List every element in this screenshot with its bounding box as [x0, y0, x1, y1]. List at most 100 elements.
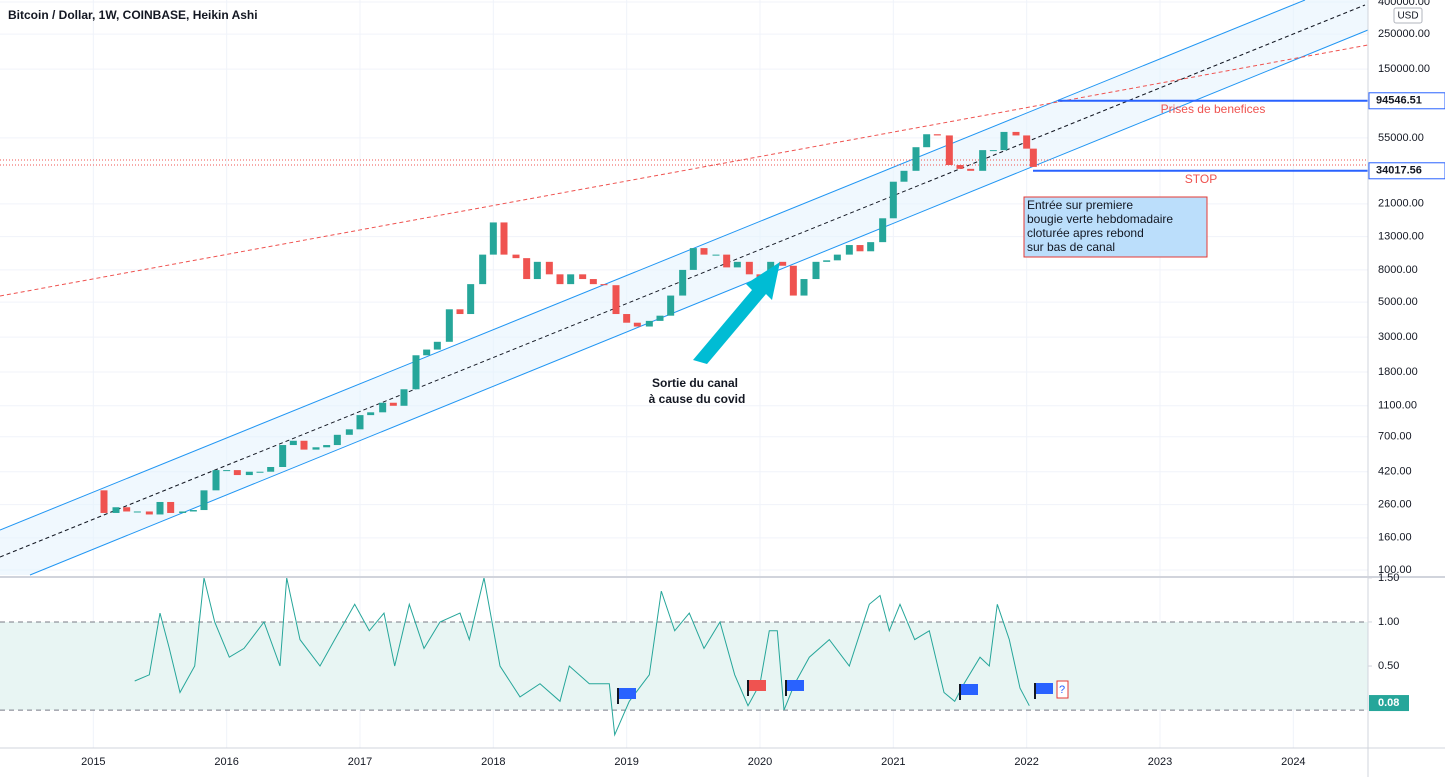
- candle: [700, 248, 708, 255]
- chart-title: Bitcoin / Dollar, 1W, COINBASE, Heikin A…: [8, 8, 258, 22]
- candle: [945, 135, 953, 166]
- candle: [123, 507, 131, 512]
- candle: [467, 284, 475, 315]
- candle: [679, 269, 687, 296]
- x-tick-label: 2017: [348, 756, 372, 768]
- candle: [745, 261, 753, 275]
- candle: [967, 168, 975, 171]
- flags: [617, 680, 1069, 704]
- candle: [889, 181, 897, 219]
- candle: [1000, 131, 1008, 151]
- x-tick-label: 2016: [214, 756, 238, 768]
- candle: [656, 315, 664, 321]
- resistance-line: [0, 44, 1369, 297]
- candle: [233, 470, 241, 476]
- candle: [112, 507, 120, 513]
- candle: [645, 320, 653, 327]
- candle: [989, 150, 997, 152]
- y-tick-label: 250000.00: [1378, 28, 1430, 40]
- x-tick-label: 2023: [1148, 756, 1172, 768]
- last-value-label: 0.08: [1378, 697, 1399, 709]
- candle: [456, 309, 464, 315]
- annotation: STOP: [1185, 172, 1217, 186]
- candle: [223, 470, 231, 472]
- annotation: à cause du covid: [649, 392, 746, 406]
- candle: [633, 322, 641, 327]
- candle: [512, 254, 520, 259]
- y-tick-label: 160.00: [1378, 532, 1412, 544]
- candle: [133, 511, 141, 513]
- x-tick-label: 2019: [614, 756, 638, 768]
- y-tick-label: 1.50: [1378, 572, 1399, 584]
- y-tick-label: 3000.00: [1378, 331, 1418, 343]
- candle: [445, 309, 453, 342]
- candle: [345, 429, 353, 435]
- candle: [323, 445, 331, 448]
- candle: [833, 254, 841, 261]
- candle: [867, 242, 875, 252]
- y-tick-label: 100.00: [1378, 564, 1412, 576]
- y-tick-label: 55000.00: [1378, 132, 1424, 144]
- candle: [956, 165, 964, 169]
- candle: [179, 511, 187, 513]
- candle: [189, 510, 197, 512]
- candle: [200, 490, 208, 511]
- candle: [400, 389, 408, 406]
- candle: [812, 261, 820, 280]
- price-label-box: [1368, 92, 1445, 110]
- y-tick-label: 420.00: [1378, 466, 1412, 478]
- candle: [600, 284, 608, 286]
- band: [0, 621, 1368, 711]
- candle: [923, 134, 931, 148]
- flag-question: ?: [1059, 684, 1065, 696]
- annotation: Sortie du canal: [652, 376, 738, 390]
- candle: [279, 445, 287, 467]
- candle: [356, 415, 364, 430]
- candle: [733, 261, 741, 268]
- candle: [979, 150, 987, 171]
- grid-layer: [0, 0, 1368, 748]
- candle: [145, 511, 153, 515]
- candle: [212, 470, 220, 491]
- y-tick-label: 21000.00: [1378, 198, 1424, 210]
- channel-upper: [0, 0, 1306, 531]
- y-tick-label: 700.00: [1378, 431, 1412, 443]
- candle: [900, 170, 908, 182]
- candle: [167, 501, 175, 513]
- y-tick-label: 400000.00: [1378, 0, 1430, 8]
- y-tick-label: 13000.00: [1378, 231, 1424, 243]
- arrow: [693, 262, 780, 364]
- axis-layer: 2015 2016 2017 2018 2019 2020 2021 2022 2023 2024…: [81, 0, 1445, 768]
- currency: USD: [1397, 11, 1418, 22]
- candle: [612, 285, 620, 315]
- candle: [712, 254, 720, 256]
- candle: [267, 466, 275, 472]
- candle: [789, 265, 797, 296]
- indicator-line: [134, 577, 1030, 737]
- candle: [845, 245, 853, 255]
- price-label-box: [1368, 162, 1445, 180]
- candle: [1023, 135, 1031, 149]
- candle: [245, 471, 253, 476]
- candle: [156, 501, 164, 515]
- candle: [379, 402, 387, 413]
- y-tick-label: 5000.00: [1378, 296, 1418, 308]
- annotation: sur bas de canal: [1027, 240, 1115, 254]
- candle: [367, 412, 375, 416]
- candle: [800, 279, 808, 296]
- candle: [879, 218, 887, 243]
- x-tick-label: 2020: [748, 756, 772, 768]
- annotation: Entrée sur premiere: [1027, 198, 1133, 212]
- candle: [1029, 148, 1037, 167]
- last-value-box: [1369, 695, 1409, 712]
- y-tick-label: 0.50: [1378, 660, 1399, 672]
- candle: [433, 341, 441, 350]
- currency-box: [1393, 7, 1423, 24]
- candle: [523, 258, 531, 280]
- price-label: 94546.51: [1376, 95, 1422, 107]
- x-tick-label: 2018: [481, 756, 505, 768]
- candle: [500, 222, 508, 255]
- x-tick-label: 2022: [1014, 756, 1038, 768]
- candle: [489, 222, 497, 255]
